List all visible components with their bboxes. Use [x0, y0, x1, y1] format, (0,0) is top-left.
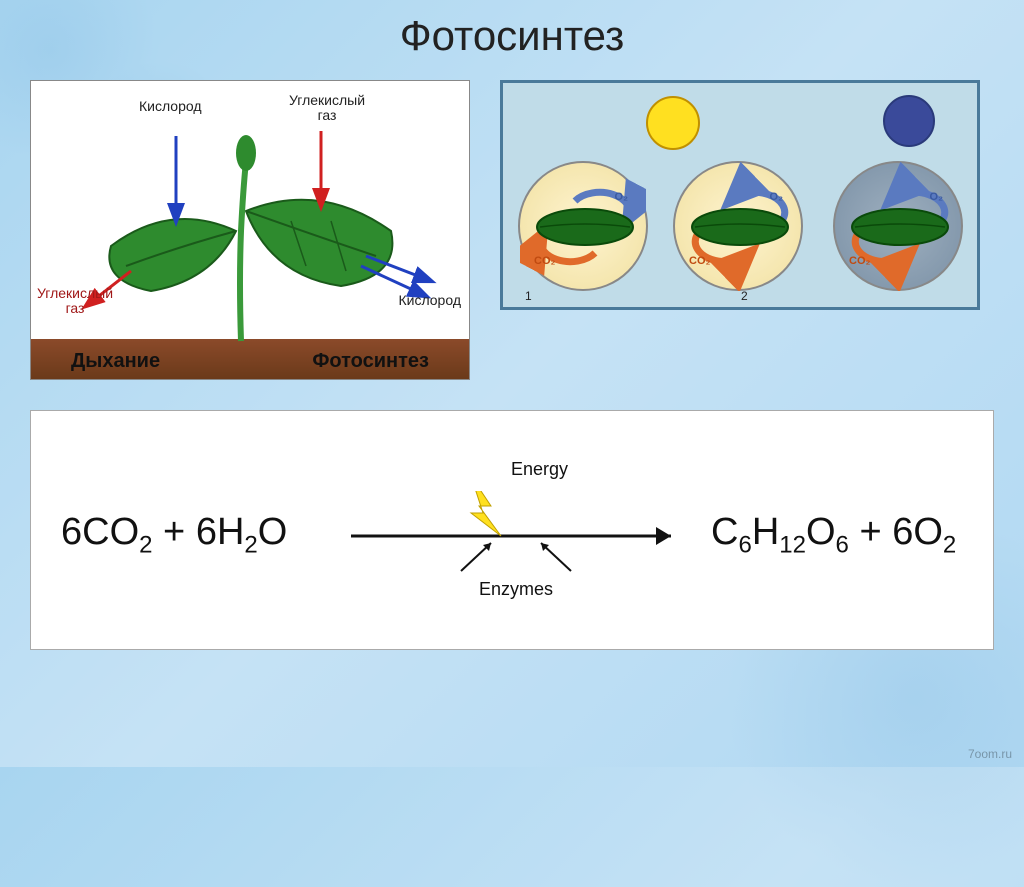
- equation-panel: 6CO2 + 6H2O Energy Enzymes C6H12O6 + 6O2: [30, 410, 994, 650]
- sun-icon: [643, 93, 703, 153]
- label-oxygen-right: Кислород: [398, 293, 461, 308]
- label-co2-left: Углекислый газ: [37, 286, 113, 317]
- o2-label-1: O₂: [615, 191, 628, 203]
- reaction-arrow: [341, 491, 701, 591]
- top-row: Кислород Углекислый газ Углекислый газ К…: [0, 60, 1024, 390]
- enzymes-label: Enzymes: [479, 579, 553, 600]
- label-photosynthesis: Фотосинтез: [312, 350, 429, 373]
- energy-label: Energy: [511, 459, 568, 480]
- co2-label-1: CO₂: [534, 255, 555, 267]
- label-co2-top: Углекислый газ: [289, 93, 365, 124]
- plant-svg: [31, 81, 471, 381]
- leaf-circle-2: O₂ CO₂: [673, 161, 803, 291]
- o2-label-2: O₂: [770, 191, 783, 203]
- label-oxygen-top: Кислород: [139, 99, 202, 114]
- co2-label-2: CO₂: [689, 255, 710, 267]
- circle-num-1: 1: [525, 289, 532, 303]
- eq-products: C6H12O6 + 6O2: [711, 511, 956, 560]
- label-breathing: Дыхание: [71, 350, 160, 373]
- eq-reactants: 6CO2 + 6H2O: [61, 511, 287, 560]
- watermark: 7oom.ru: [968, 747, 1012, 761]
- moon-icon: [881, 93, 937, 149]
- circle-num-2: 2: [741, 289, 748, 303]
- leaf-circle-3: O₂ CO₂: [833, 161, 963, 291]
- co2-label-3: CO₂: [849, 255, 870, 267]
- o2-label-3: O₂: [930, 191, 943, 203]
- day-night-panel: O₂ CO₂ O₂ CO₂: [500, 80, 980, 310]
- plant-diagram-panel: Кислород Углекислый газ Углекислый газ К…: [30, 80, 470, 380]
- leaf-circle-1: O₂ CO₂: [518, 161, 648, 291]
